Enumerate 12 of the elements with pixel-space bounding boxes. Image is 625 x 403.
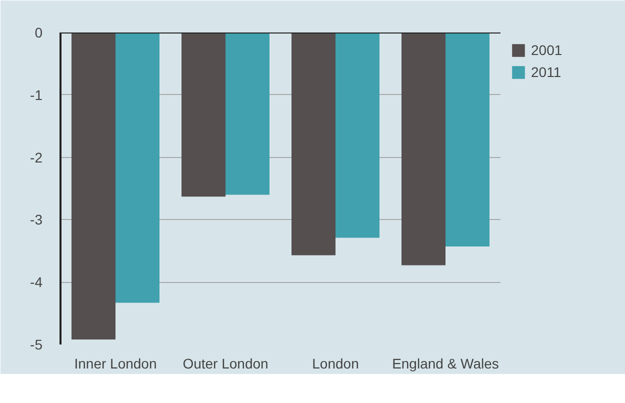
- x-tick-label: England & Wales: [392, 356, 499, 372]
- x-tick-label: Outer London: [182, 356, 268, 372]
- y-tick-label: -5: [30, 336, 43, 352]
- y-tick-label: 0: [34, 24, 43, 40]
- x-tick-label: Inner London: [74, 356, 157, 372]
- y-tick-label: -3: [30, 212, 43, 228]
- legend-label: 2011: [531, 64, 562, 80]
- y-tick-label: -4: [30, 274, 43, 290]
- x-tick-label: London: [312, 356, 359, 372]
- y-tick-label: -2: [30, 149, 43, 166]
- legend-label: 2001: [531, 42, 562, 58]
- y-tick-label: -1: [30, 86, 43, 103]
